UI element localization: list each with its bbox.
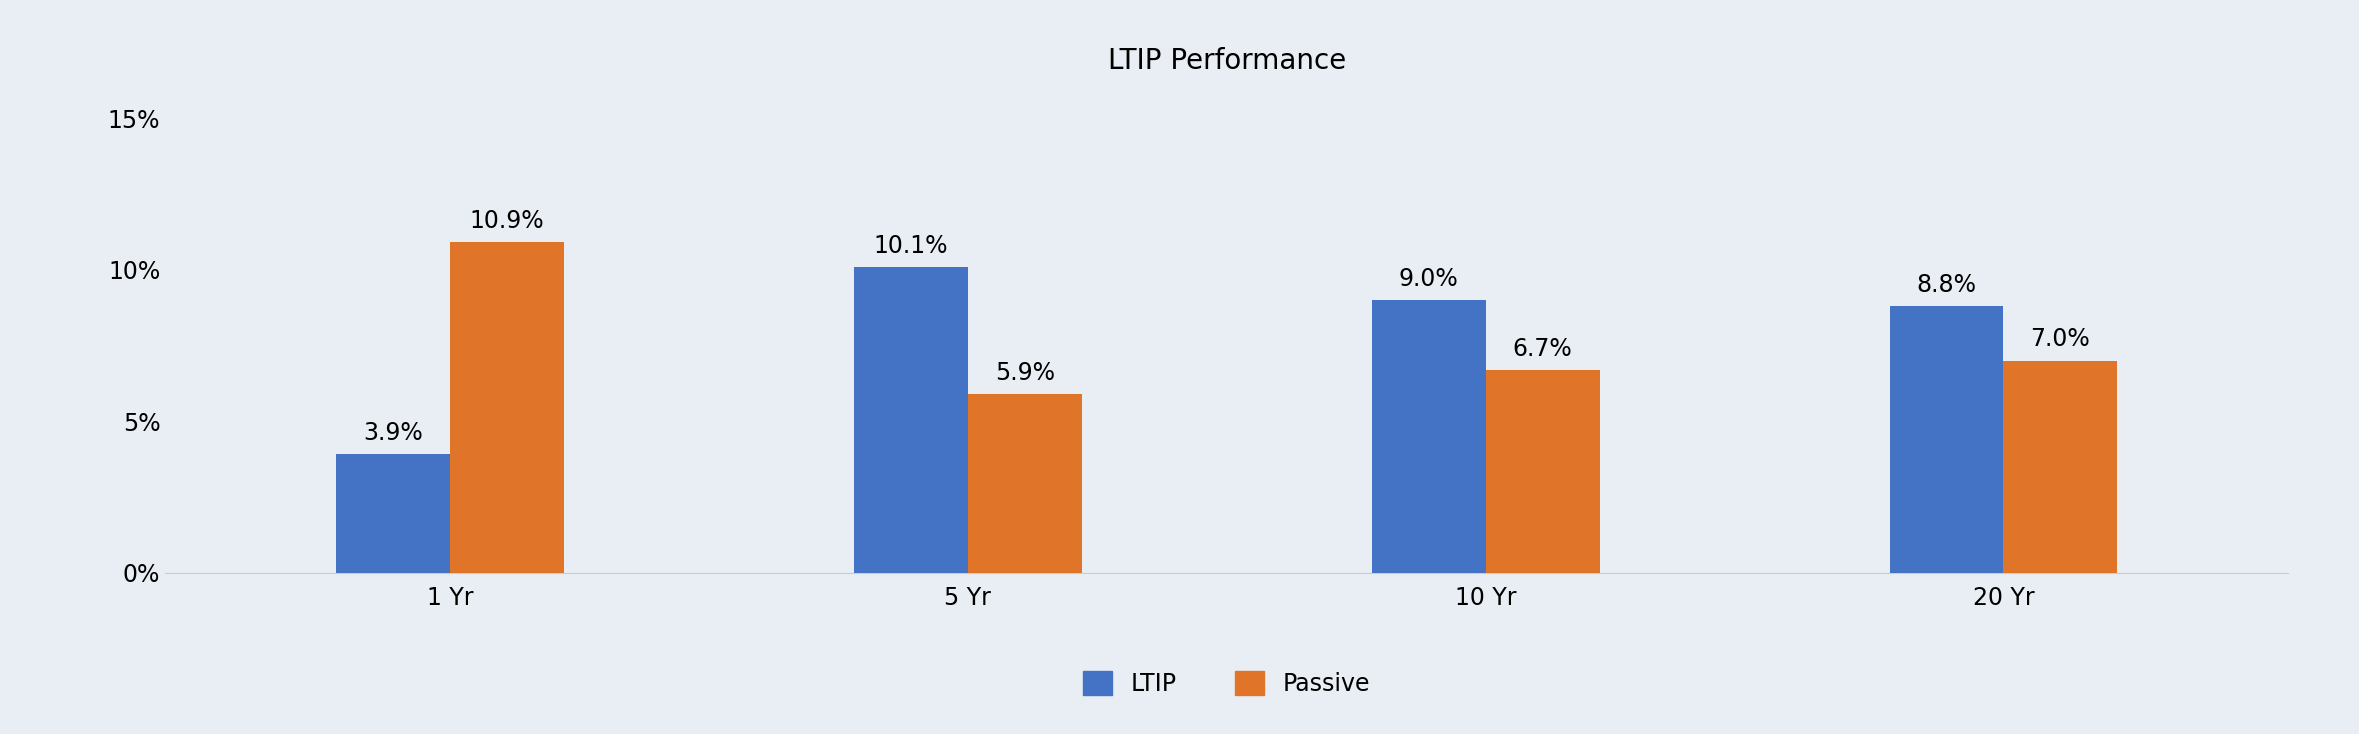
Bar: [1371, 300, 1486, 573]
Legend: LTIP, Passive: LTIP, Passive: [1083, 672, 1371, 697]
Text: 6.7%: 6.7%: [1512, 337, 1573, 360]
Bar: [967, 394, 1083, 573]
Text: 8.8%: 8.8%: [1916, 273, 1977, 297]
Text: 3.9%: 3.9%: [363, 421, 422, 446]
Bar: [854, 266, 967, 573]
Bar: [2003, 360, 2118, 573]
Bar: [335, 454, 451, 573]
Text: 9.0%: 9.0%: [1399, 267, 1458, 291]
Text: 10.9%: 10.9%: [469, 209, 545, 233]
Text: 10.1%: 10.1%: [873, 233, 948, 258]
Bar: [1486, 370, 1599, 573]
Title: LTIP Performance: LTIP Performance: [1109, 47, 1345, 75]
Bar: [451, 242, 564, 573]
Bar: [1890, 306, 2003, 573]
Text: 5.9%: 5.9%: [995, 361, 1054, 385]
Text: 7.0%: 7.0%: [2031, 327, 2090, 352]
